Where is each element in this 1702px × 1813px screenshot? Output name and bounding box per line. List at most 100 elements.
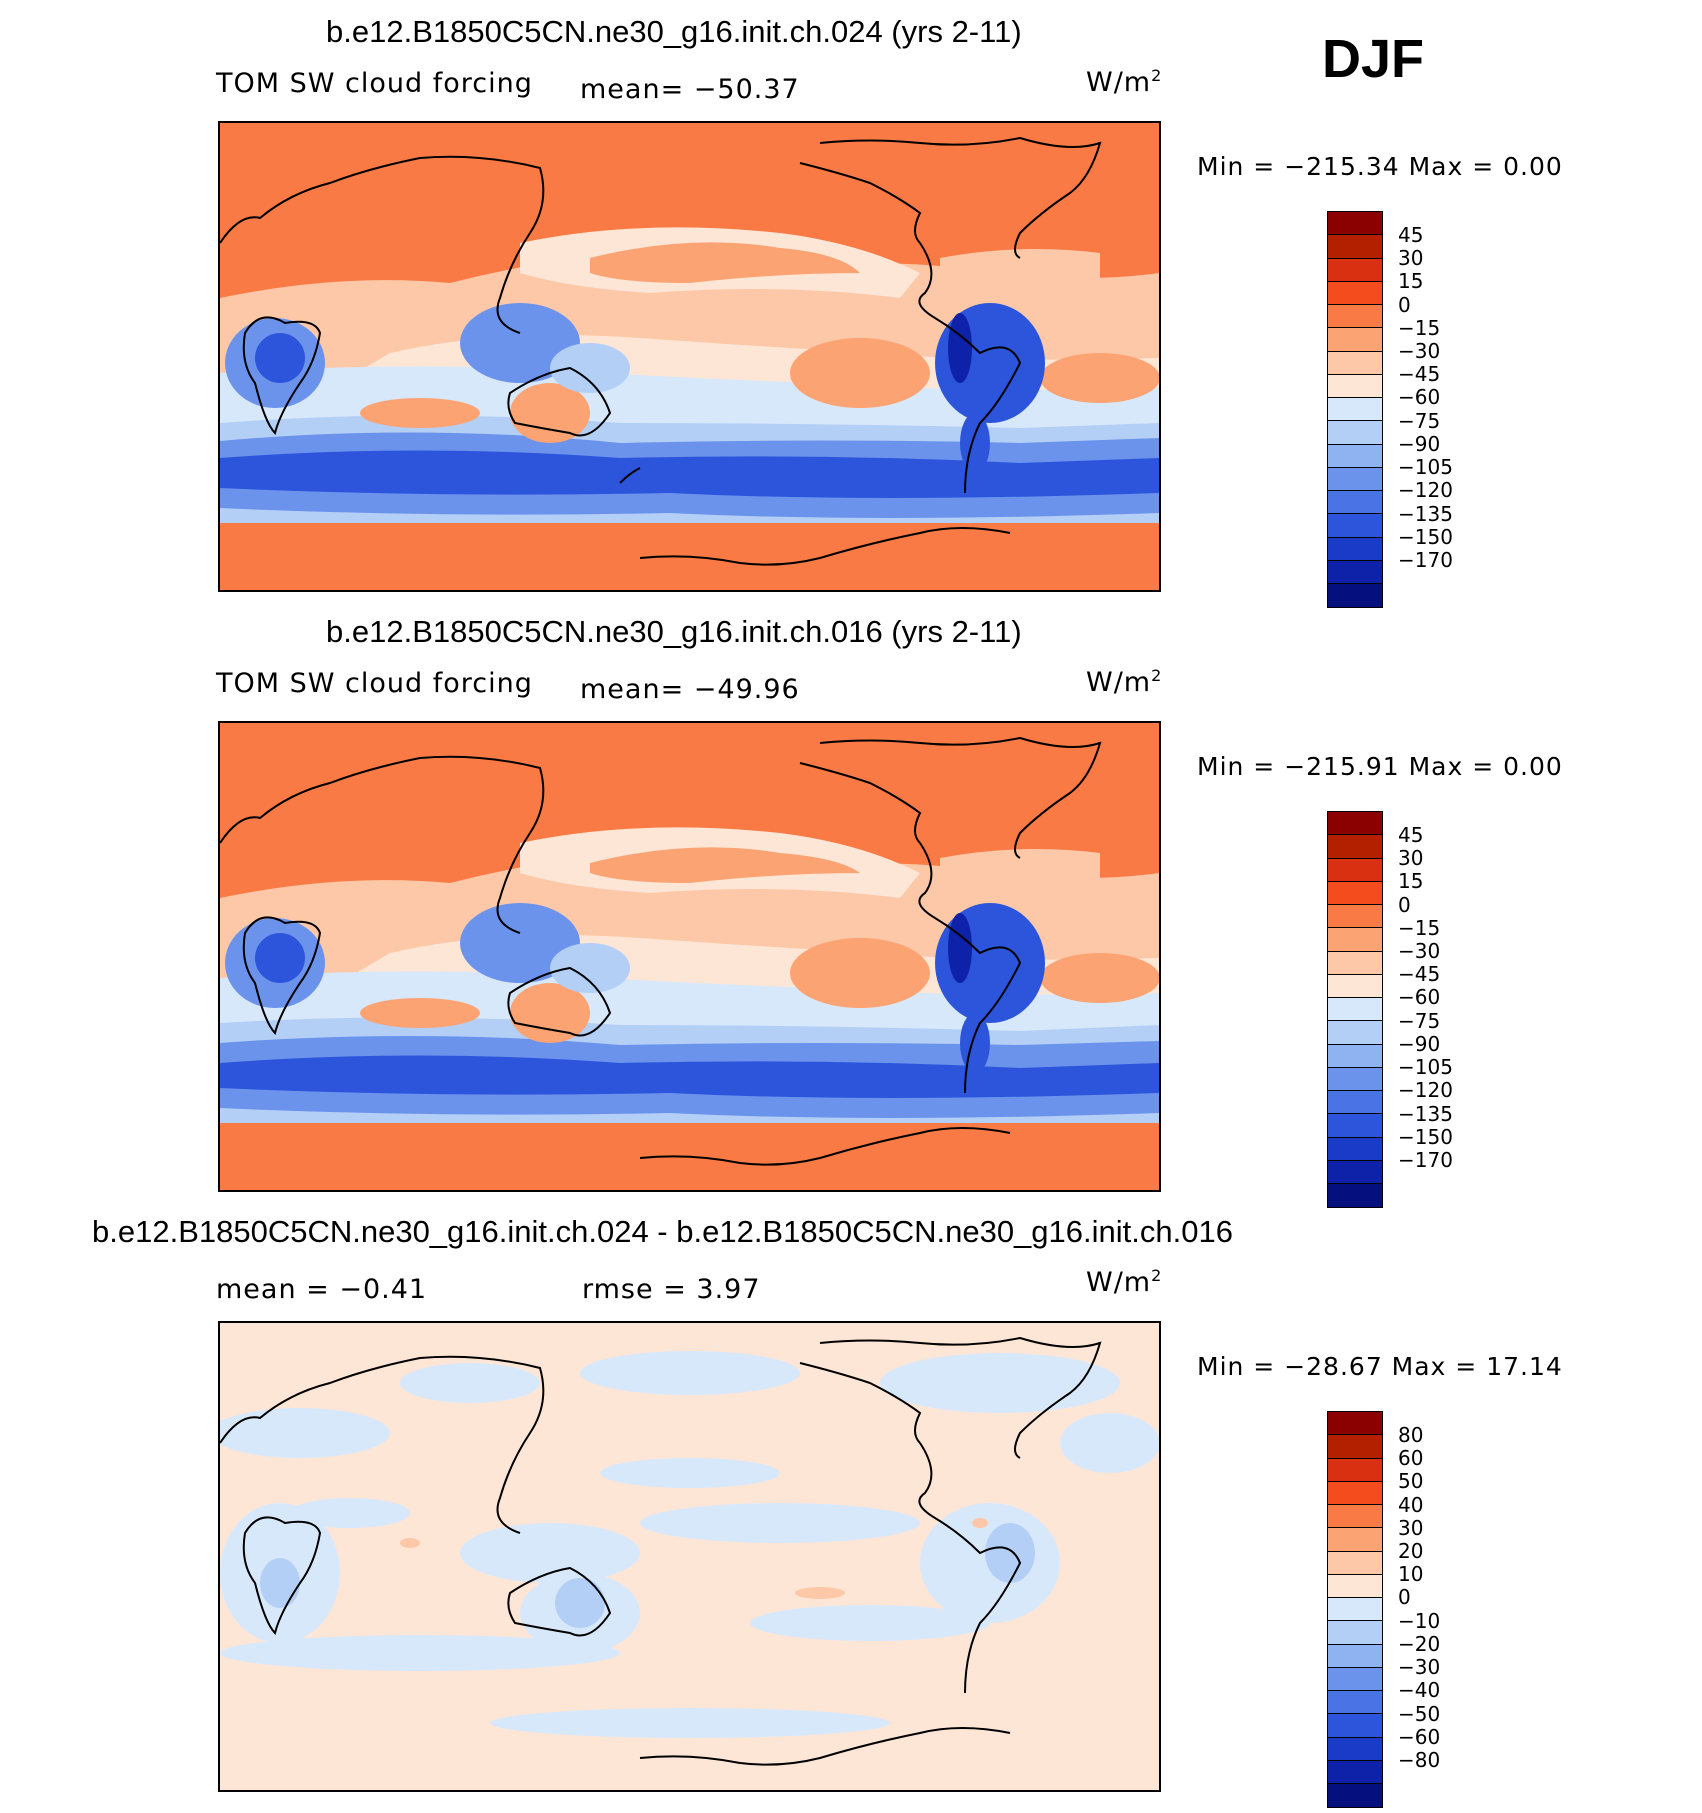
panel-3-colorbar-box	[1328, 1551, 1382, 1575]
panel-3-colorbar-box	[1328, 1435, 1382, 1459]
panel-3-colorbar-box	[1328, 1458, 1382, 1482]
panel-2-colorbar-box	[1328, 835, 1382, 859]
panel-1-map	[218, 121, 1161, 592]
panel-3-colorbar-box	[1328, 1714, 1382, 1738]
panel-1-colorbar-label: −75	[1398, 409, 1441, 433]
panel-2-map	[218, 721, 1161, 1192]
panel-1-map-field	[220, 123, 1159, 590]
panel-2-variable: TOM SW cloud forcing	[216, 668, 533, 699]
panel-1-colorbar-box	[1328, 305, 1382, 329]
panel-1-colorbar-label: −15	[1398, 316, 1441, 340]
panel-1-colorbar-box	[1328, 491, 1382, 515]
panel-2-colorbar-box	[1328, 974, 1382, 998]
panel-2-colorbar-label: 0	[1398, 893, 1411, 917]
panel-1-colorbar-box	[1328, 467, 1382, 491]
panel-1-colorbar-box	[1328, 281, 1382, 305]
panel-2-units: W/m2	[1086, 666, 1163, 698]
panel-2-colorbar-label: −75	[1398, 1009, 1441, 1033]
panel-3-colorbar	[1327, 1411, 1383, 1809]
panel-2-colorbar-box	[1328, 905, 1382, 929]
panel-2-colorbar-box	[1328, 1067, 1382, 1091]
panel-1-title: b.e12.B1850C5CN.ne30_g16.init.ch.024 (yr…	[326, 14, 1022, 49]
panel-3-colorbar-label: 0	[1398, 1585, 1411, 1609]
panel-2-colorbar-box	[1328, 1137, 1382, 1161]
panel-2-colorbar-box	[1328, 1160, 1382, 1184]
panel-3-units: W/m2	[1086, 1266, 1163, 1298]
panel-3-colorbar-box	[1328, 1737, 1382, 1761]
panel-3-map	[218, 1321, 1161, 1792]
panel-1-colorbar-label: −90	[1398, 432, 1441, 456]
panel-1-colorbar-label: −105	[1398, 455, 1453, 479]
panel-3-colorbar-label: 30	[1398, 1516, 1424, 1540]
panel-1-units: W/m2	[1086, 66, 1163, 98]
panel-3-colorbar-label: 10	[1398, 1562, 1424, 1586]
panel-3-colorbar-box	[1328, 1644, 1382, 1668]
panel-3-colorbar-label: −30	[1398, 1655, 1441, 1679]
panel-2-colorbar-box	[1328, 1044, 1382, 1068]
panel-3-colorbar-label: 40	[1398, 1493, 1424, 1517]
panel-2-colorbar-label: 30	[1398, 846, 1424, 870]
panel-3-colorbar-label: −80	[1398, 1748, 1441, 1772]
panel-1-colorbar-label: −120	[1398, 478, 1453, 502]
panel-3-colorbar-box	[1328, 1691, 1382, 1715]
panel-1-colorbar-label: −60	[1398, 385, 1441, 409]
panel-1-colorbar-box	[1328, 514, 1382, 538]
panel-1-colorbar-box	[1328, 374, 1382, 398]
panel-2-colorbar-box	[1328, 998, 1382, 1022]
panel-3-colorbar-box	[1328, 1621, 1382, 1645]
panel-3-colorbar-box	[1328, 1528, 1382, 1552]
panel-2-colorbar	[1327, 811, 1383, 1209]
panel-3-title: b.e12.B1850C5CN.ne30_g16.init.ch.024 - b…	[92, 1214, 1233, 1249]
panel-3-map-field	[220, 1323, 1159, 1790]
panel-1-colorbar-box	[1328, 398, 1382, 422]
panel-2-colorbar-label: −170	[1398, 1148, 1453, 1172]
panel-1-variable: TOM SW cloud forcing	[216, 68, 533, 99]
panel-2-colorbar-label: −90	[1398, 1032, 1441, 1056]
panel-1-colorbar-label: 0	[1398, 293, 1411, 317]
panel-2-colorbar-box	[1328, 1021, 1382, 1045]
panel-2-mean: mean= −49.96	[580, 674, 800, 705]
panel-2-colorbar-box	[1328, 881, 1382, 905]
panel-2-colorbar-label: 15	[1398, 869, 1424, 893]
panel-2-colorbar-label: −150	[1398, 1125, 1453, 1149]
panel-1-colorbar-label: −170	[1398, 548, 1453, 572]
panel-2-colorbar-label: −15	[1398, 916, 1441, 940]
panel-3-colorbar-box	[1328, 1598, 1382, 1622]
panel-2-colorbar-box	[1328, 951, 1382, 975]
panel-3-colorbar-box	[1328, 1481, 1382, 1505]
panel-1-colorbar-box	[1328, 258, 1382, 282]
panel-2-colorbar-label: −30	[1398, 939, 1441, 963]
panel-1-colorbar-box	[1328, 235, 1382, 259]
panel-3-colorbar-label: 20	[1398, 1539, 1424, 1563]
panel-1-colorbar-box	[1328, 584, 1382, 608]
panel-2-minmax: Min = −215.91 Max = 0.00	[1197, 752, 1563, 781]
panel-1-colorbar-label: −45	[1398, 362, 1441, 386]
panel-2-colorbar-box	[1328, 1184, 1382, 1208]
panel-3-colorbar-label: −60	[1398, 1725, 1441, 1749]
panel-1-colorbar-label: −135	[1398, 502, 1453, 526]
panel-1-minmax: Min = −215.34 Max = 0.00	[1197, 152, 1563, 181]
panel-1-colorbar-box	[1328, 351, 1382, 375]
panel-3-colorbar-label: −10	[1398, 1609, 1441, 1633]
panel-3-colorbar-label: −40	[1398, 1678, 1441, 1702]
panel-3-colorbar-label: 60	[1398, 1446, 1424, 1470]
panel-1-colorbar-box	[1328, 328, 1382, 352]
panel-3-colorbar-box	[1328, 1760, 1382, 1784]
panel-2-colorbar-box	[1328, 858, 1382, 882]
panel-3-colorbar-box	[1328, 1667, 1382, 1691]
panel-3-colorbar-label: −50	[1398, 1702, 1441, 1726]
panel-1-colorbar-label: 45	[1398, 223, 1424, 247]
panel-1-colorbar	[1327, 211, 1383, 609]
panel-2-colorbar-label: −135	[1398, 1102, 1453, 1126]
panel-3-colorbar-box	[1328, 1784, 1382, 1808]
panel-2-colorbar-label: −60	[1398, 985, 1441, 1009]
panel-2-colorbar-label: −120	[1398, 1078, 1453, 1102]
panel-3-colorbar-label: −20	[1398, 1632, 1441, 1656]
panel-3-colorbar-label: 50	[1398, 1469, 1424, 1493]
panel-2-colorbar-label: −45	[1398, 962, 1441, 986]
panel-3-colorbar-label: 80	[1398, 1423, 1424, 1447]
panel-2-colorbar-box	[1328, 928, 1382, 952]
panel-1-colorbar-box	[1328, 560, 1382, 584]
panel-1-colorbar-box	[1328, 537, 1382, 561]
panel-1-mean: mean= −50.37	[580, 74, 800, 105]
